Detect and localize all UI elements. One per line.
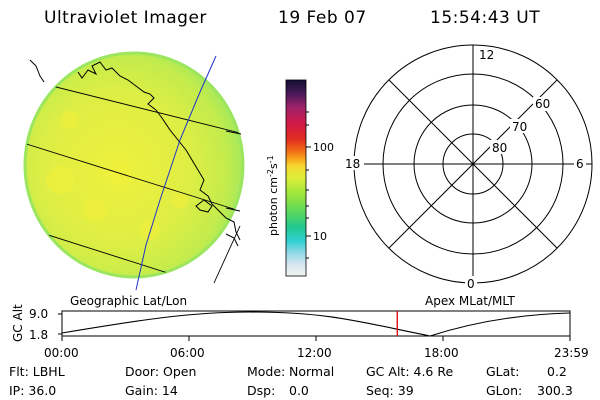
time-tick-2: 12:00 xyxy=(297,346,332,360)
mlat-80-label: 80 xyxy=(492,141,507,155)
info-mode-label: Mode: xyxy=(247,364,285,379)
orbit-altitude-panel: Geographic Lat/Lon Apex MLat/MLT GC Alt … xyxy=(11,294,589,360)
geographic-grid-label: Geographic Lat/Lon xyxy=(70,294,187,308)
orbit-ymax-label: 9.0 xyxy=(29,307,48,321)
info-dsp-value: 0.0 xyxy=(289,383,309,398)
colorbar-tick-100: 100 xyxy=(313,141,334,154)
info-glat-value: 0.2 xyxy=(547,364,567,379)
info-filter: Flt: LBHL xyxy=(9,364,65,379)
mlat-70-label: 70 xyxy=(512,120,527,134)
mlt-12-label: 12 xyxy=(479,48,494,62)
info-dsp-label: Dsp: xyxy=(247,383,275,398)
time-label: 15:54:43 UT xyxy=(430,8,541,28)
mlt-18-label: 18 xyxy=(345,157,360,171)
info-gcalt: GC Alt: 4.6 Re xyxy=(366,364,453,379)
info-glat-label: GLat: xyxy=(486,364,519,379)
polar-mlt-plot xyxy=(353,44,593,284)
time-tick-4: 23:59 xyxy=(554,346,589,360)
altitude-curve xyxy=(61,311,571,337)
earth-disk-image xyxy=(23,51,245,291)
apex-grid-label: Apex MLat/MLT xyxy=(425,294,515,308)
geographic-grid xyxy=(25,77,241,277)
time-tick-3: 18:00 xyxy=(424,346,459,360)
info-glon-label: GLon: xyxy=(486,383,522,398)
info-block: Flt: LBHL IP: 36.0 Door: Open Gain: 14 M… xyxy=(9,364,573,398)
info-seq: Seq: 39 xyxy=(366,383,414,398)
colorbar-tick-10: 10 xyxy=(313,230,327,243)
magnetic-meridian xyxy=(135,55,217,291)
info-door: Door: Open xyxy=(125,364,196,379)
time-tick-1: 06:00 xyxy=(170,346,205,360)
polar-labels: 12 18 6 0 60 70 80 xyxy=(344,48,586,291)
time-tick-0: 00:00 xyxy=(44,346,79,360)
info-ip: IP: 36.0 xyxy=(9,383,56,398)
colorbar-unit-label: photon cm-2s-1 xyxy=(266,155,280,236)
intensity-colorbar: 100 10 photon cm-2s-1 xyxy=(266,79,334,277)
info-gain: Gain: 14 xyxy=(125,383,178,398)
orbit-yaxis-label: GC Alt xyxy=(11,304,25,342)
date-label: 19 Feb 07 xyxy=(278,8,367,28)
info-mode-value: Normal xyxy=(289,364,334,379)
mlt-6-label: 6 xyxy=(576,157,584,171)
orbit-ymin-label: 1.8 xyxy=(29,328,48,342)
mlt-0-label: 0 xyxy=(467,277,475,291)
instrument-title: Ultraviolet Imager xyxy=(44,8,207,28)
coastline xyxy=(29,59,241,247)
mlat-60-label: 60 xyxy=(535,97,550,111)
info-glon-value: 300.3 xyxy=(537,383,573,398)
